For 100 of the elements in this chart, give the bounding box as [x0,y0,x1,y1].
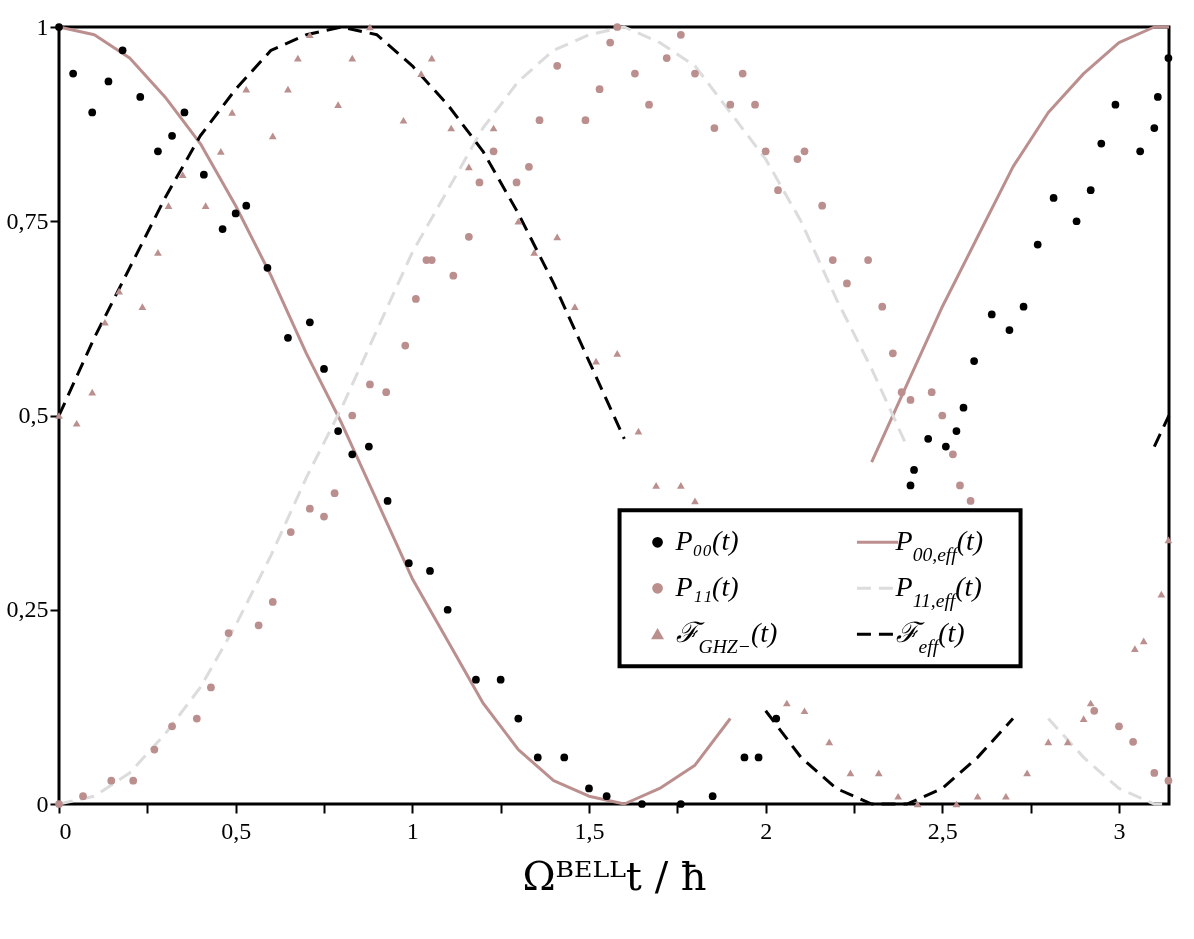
point [168,131,176,140]
point [1079,715,1088,722]
point [1072,217,1081,226]
x-tick-label: 0,5 [221,817,252,844]
point [138,303,147,311]
point [218,225,227,233]
x-tick-label: 0 [59,817,72,844]
point [924,434,933,443]
point [1153,93,1162,101]
point [585,784,593,793]
point [399,116,408,124]
point [970,357,978,365]
point [1097,139,1106,148]
point [216,147,225,155]
legend-label: P₁₁(t) [674,571,739,603]
point [553,233,562,241]
point [320,365,328,373]
point [800,707,809,715]
point [364,442,373,451]
point [1157,590,1166,598]
point [846,769,855,777]
point [560,753,569,762]
point [1139,637,1148,645]
point [740,753,749,762]
point [825,738,834,746]
point [1033,240,1042,249]
point [178,171,187,178]
point [348,450,357,459]
point [1086,699,1095,707]
point [88,388,97,396]
point [55,23,63,31]
point [88,108,97,117]
point [101,318,109,326]
x-axis-title: Ωᴮᴱᴸᴸt / ħ [522,852,707,899]
point [1005,326,1014,334]
point [913,800,922,808]
point [1164,536,1173,544]
y-tick-label: 0,25 [6,596,49,623]
point [973,792,982,800]
point [1019,302,1028,311]
point [514,714,523,723]
point [136,93,145,101]
point [1049,194,1058,202]
point [263,264,272,272]
legend-label: P₀₀(t) [674,525,739,557]
point [383,497,392,505]
point [417,70,426,77]
point [72,419,81,427]
point [906,481,915,490]
point [305,318,314,327]
point [154,248,162,256]
point [874,769,883,777]
point [1111,100,1120,109]
point [472,675,480,684]
point [104,77,113,86]
point [231,209,240,218]
point [910,466,918,474]
point [952,427,961,435]
point [676,800,685,808]
point [1136,147,1145,156]
point [496,675,505,684]
point [602,792,611,801]
point [652,482,660,489]
point [1150,124,1159,132]
point [154,147,162,156]
x-tick-label: 1,5 [574,817,605,844]
y-tick-label: 0,75 [6,207,49,234]
x-tick-label: 2,5 [927,817,958,844]
point [754,753,763,762]
point [228,109,236,116]
point [305,31,314,39]
point [533,753,542,762]
point [708,792,717,801]
point [772,714,781,723]
point [1063,738,1072,746]
point [55,412,63,419]
y-tick-label: 1 [36,13,49,40]
point [334,101,342,109]
point [676,482,685,489]
point [334,427,342,435]
point [1044,738,1053,746]
point [987,310,996,319]
point [180,108,189,117]
x-tick-label: 2 [760,817,773,844]
legend-label: ℱ$_{GHZ−}$(t) [675,617,778,657]
point [426,567,434,575]
point [242,85,251,93]
point [514,217,523,225]
point [941,442,950,451]
point [242,201,251,210]
legend-label: P$_{00,eff}$(t) [894,525,984,565]
y-tick-label: 0 [36,790,49,817]
x-tick-label: 1 [406,817,419,844]
x-tick-label: 3 [1113,817,1126,844]
point [894,792,903,800]
point [1023,769,1031,777]
point [284,333,292,342]
point [284,85,292,93]
point [164,202,173,210]
point [118,46,127,55]
